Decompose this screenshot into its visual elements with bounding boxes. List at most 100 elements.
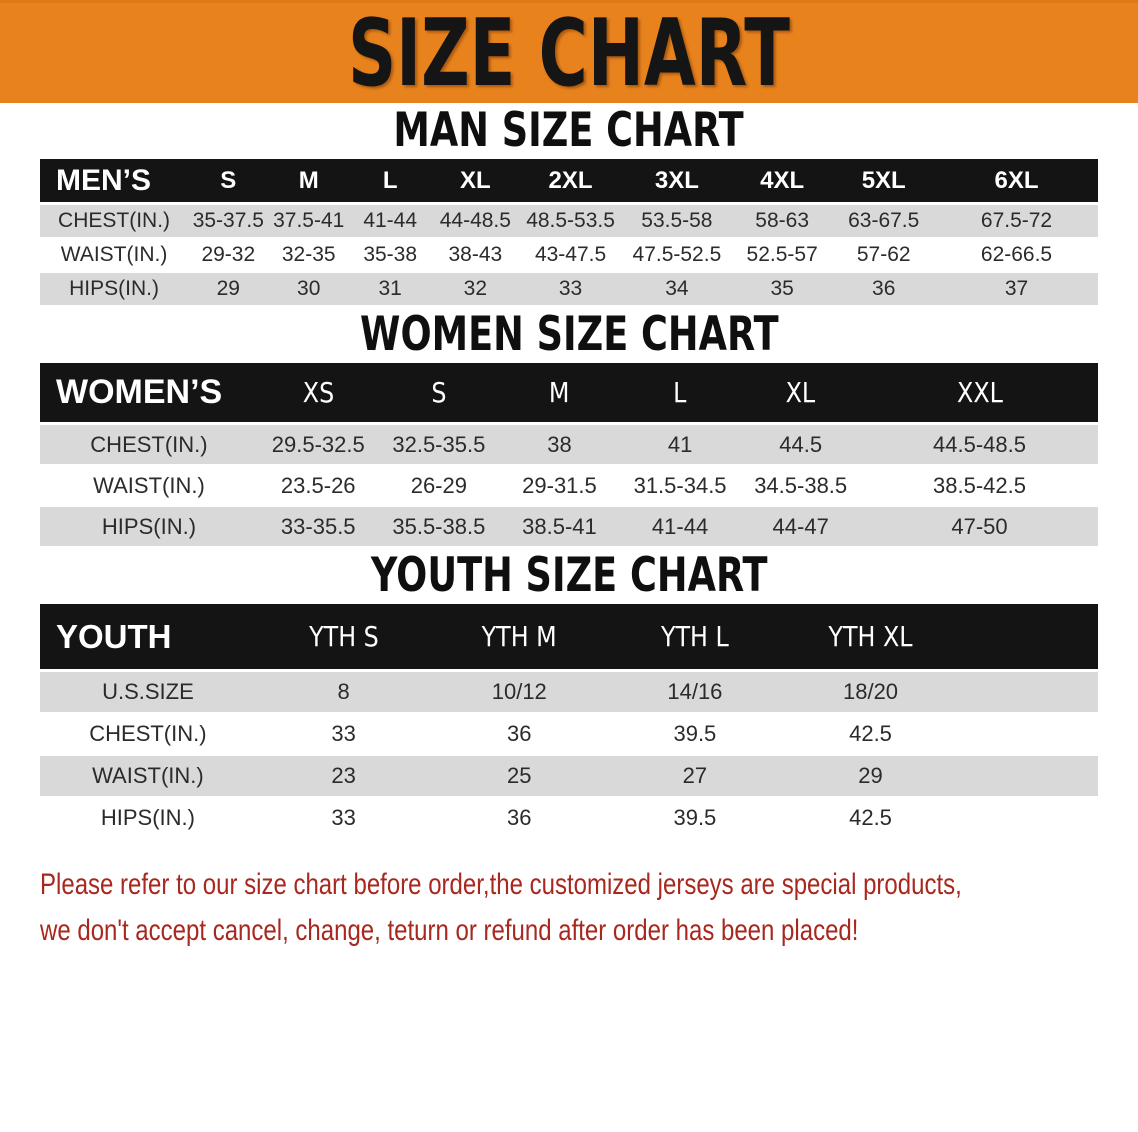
men-col-header: 2XL bbox=[519, 159, 622, 205]
women-col-header-text: S bbox=[431, 376, 447, 409]
size-value: 32 bbox=[431, 273, 520, 307]
size-value: 33 bbox=[255, 798, 432, 840]
men-size-table: MEN’S S M L XL 2XL 3XL 4XL 5XL 6XL CHEST… bbox=[40, 159, 1098, 307]
size-value: 38-43 bbox=[431, 239, 520, 273]
size-value: 41-44 bbox=[619, 507, 741, 548]
youth-heading: YOUTH SIZE CHART bbox=[0, 548, 1138, 604]
size-value: 38.5-41 bbox=[499, 507, 620, 548]
men-col-header: S bbox=[188, 159, 269, 205]
row-label: WAIST(IN.) bbox=[40, 239, 189, 273]
men-col-header: XL bbox=[431, 159, 520, 205]
youth-col-header-text: YTH S bbox=[308, 620, 379, 653]
spacer-cell bbox=[958, 756, 1098, 798]
size-value: 29-31.5 bbox=[499, 466, 620, 507]
men-col-header: 4XL bbox=[731, 159, 833, 205]
size-value: 31 bbox=[348, 273, 432, 307]
size-value: 67.5-72 bbox=[935, 205, 1098, 239]
size-value: 38 bbox=[499, 425, 620, 466]
size-value: 36 bbox=[832, 273, 936, 307]
size-value: 31.5-34.5 bbox=[619, 466, 741, 507]
women-col-header: XL bbox=[740, 363, 861, 425]
women-col-header: XXL bbox=[860, 363, 1098, 425]
size-value: 43-47.5 bbox=[519, 239, 622, 273]
men-section: MAN SIZE CHART MEN’S S M L XL 2XL 3XL 4X… bbox=[0, 103, 1138, 307]
size-value: 38.5-42.5 bbox=[860, 466, 1098, 507]
men-col-header: M bbox=[268, 159, 349, 205]
size-value: 33 bbox=[255, 714, 432, 756]
men-heading-text: MAN SIZE CHART bbox=[393, 103, 745, 158]
banner: SIZE CHART bbox=[0, 0, 1138, 103]
size-value: 57-62 bbox=[832, 239, 936, 273]
youth-chest-row: CHEST(IN.) 33 36 39.5 42.5 bbox=[40, 714, 1098, 756]
women-col-header: XS bbox=[257, 363, 379, 425]
row-label: CHEST(IN.) bbox=[40, 425, 258, 466]
size-value: 34 bbox=[621, 273, 732, 307]
men-header-row: MEN’S S M L XL 2XL 3XL 4XL 5XL 6XL bbox=[40, 159, 1098, 205]
spacer-cell bbox=[958, 604, 1098, 672]
youth-col-header: YTH XL bbox=[782, 604, 959, 672]
row-label: CHEST(IN.) bbox=[40, 714, 256, 756]
size-value: 18/20 bbox=[782, 672, 959, 714]
women-header-row: WOMEN’S XS S M L XL XXL bbox=[40, 363, 1098, 425]
size-value: 42.5 bbox=[782, 714, 959, 756]
women-col-header-text: XXL bbox=[956, 376, 1003, 409]
men-corner-label: MEN’S bbox=[40, 159, 189, 205]
men-waist-row: WAIST(IN.) 29-32 32-35 35-38 38-43 43-47… bbox=[40, 239, 1098, 273]
youth-size-table: YOUTH YTH S YTH M YTH L YTH XL U.S.SIZE … bbox=[40, 604, 1098, 840]
men-chest-row: CHEST(IN.) 35-37.5 37.5-41 41-44 44-48.5… bbox=[40, 205, 1098, 239]
size-value: 41 bbox=[619, 425, 741, 466]
size-value: 52.5-57 bbox=[731, 239, 833, 273]
youth-heading-text: YOUTH SIZE CHART bbox=[370, 548, 768, 603]
youth-col-header: YTH S bbox=[255, 604, 432, 672]
size-value: 27 bbox=[607, 756, 783, 798]
size-value: 33-35.5 bbox=[257, 507, 379, 548]
size-value: 29-32 bbox=[188, 239, 269, 273]
youth-col-header-text: YTH XL bbox=[828, 620, 913, 653]
size-value: 29.5-32.5 bbox=[257, 425, 379, 466]
size-value: 36 bbox=[431, 798, 608, 840]
size-value: 30 bbox=[268, 273, 349, 307]
spacer-cell bbox=[958, 714, 1098, 756]
size-value: 44.5 bbox=[740, 425, 861, 466]
women-heading: WOMEN SIZE CHART bbox=[0, 307, 1138, 363]
size-value: 62-66.5 bbox=[935, 239, 1098, 273]
youth-col-header-text: YTH M bbox=[481, 620, 557, 653]
footer-note-line1-text: Please refer to our size chart before or… bbox=[40, 868, 962, 901]
women-hips-row: HIPS(IN.) 33-35.5 35.5-38.5 38.5-41 41-4… bbox=[40, 507, 1098, 548]
size-value: 47.5-52.5 bbox=[621, 239, 732, 273]
size-value: 33 bbox=[519, 273, 622, 307]
size-value: 37.5-41 bbox=[268, 205, 349, 239]
size-value: 35-37.5 bbox=[188, 205, 269, 239]
youth-waist-row: WAIST(IN.) 23 25 27 29 bbox=[40, 756, 1098, 798]
men-col-header: 5XL bbox=[832, 159, 936, 205]
size-value: 23 bbox=[255, 756, 432, 798]
women-size-table: WOMEN’S XS S M L XL XXL CHEST(IN.) 29.5-… bbox=[40, 363, 1098, 548]
women-chest-row: CHEST(IN.) 29.5-32.5 32.5-35.5 38 41 44.… bbox=[40, 425, 1098, 466]
footer-note: Please refer to our size chart before or… bbox=[40, 862, 1138, 954]
size-value: 47-50 bbox=[860, 507, 1098, 548]
size-value: 29 bbox=[188, 273, 269, 307]
women-corner-label: WOMEN’S bbox=[40, 363, 258, 425]
youth-section: YOUTH SIZE CHART YOUTH YTH S YTH M YTH L… bbox=[0, 548, 1138, 840]
size-value: 58-63 bbox=[731, 205, 833, 239]
women-col-header: S bbox=[378, 363, 500, 425]
men-heading: MAN SIZE CHART bbox=[0, 103, 1138, 159]
women-col-header-text: M bbox=[549, 376, 570, 409]
footer-note-line2: we don't accept cancel, change, teturn o… bbox=[40, 908, 1138, 954]
row-label: CHEST(IN.) bbox=[40, 205, 189, 239]
size-value: 26-29 bbox=[378, 466, 500, 507]
women-col-header: L bbox=[619, 363, 741, 425]
size-value: 35 bbox=[731, 273, 833, 307]
row-label: WAIST(IN.) bbox=[40, 466, 258, 507]
size-value: 32.5-35.5 bbox=[378, 425, 500, 466]
size-value: 63-67.5 bbox=[832, 205, 936, 239]
women-col-header-text: L bbox=[673, 376, 687, 409]
men-col-header: 3XL bbox=[621, 159, 732, 205]
men-hips-row: HIPS(IN.) 29 30 31 32 33 34 35 36 37 bbox=[40, 273, 1098, 307]
size-value: 44.5-48.5 bbox=[860, 425, 1098, 466]
men-col-header: 6XL bbox=[935, 159, 1098, 205]
spacer-cell bbox=[958, 798, 1098, 840]
women-heading-text: WOMEN SIZE CHART bbox=[359, 307, 779, 362]
size-value: 23.5-26 bbox=[257, 466, 379, 507]
row-label: U.S.SIZE bbox=[40, 672, 256, 714]
